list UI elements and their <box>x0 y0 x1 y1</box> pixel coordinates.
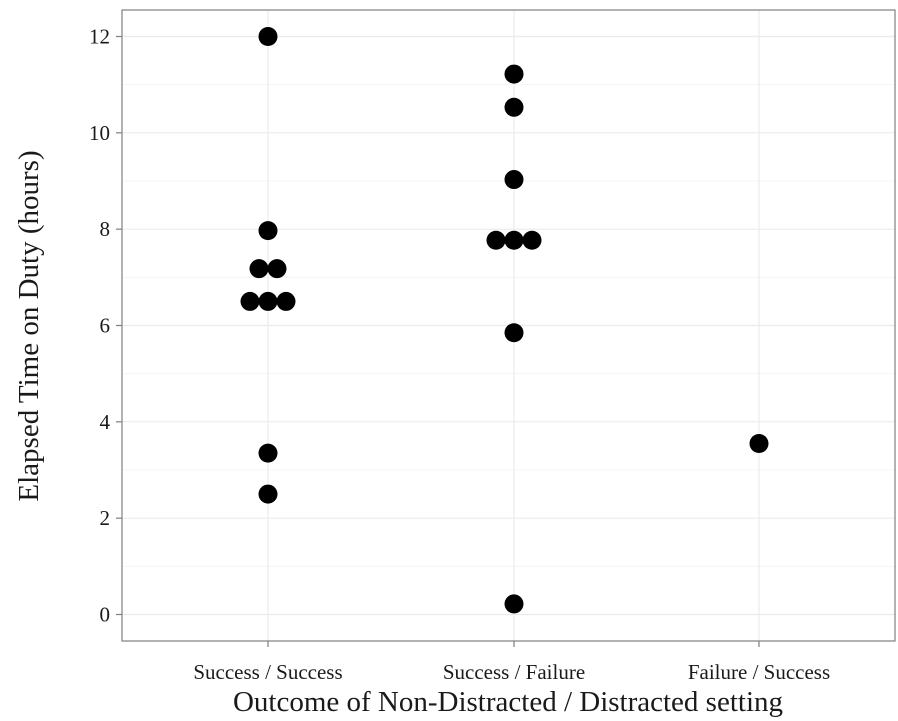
x-axis-title: Outcome of Non-Distracted / Distracted s… <box>233 686 783 718</box>
y-tick-label: 0 <box>100 603 111 627</box>
data-point <box>276 291 296 311</box>
data-point <box>504 230 524 250</box>
y-tick-label: 6 <box>100 314 111 338</box>
y-tick-label: 8 <box>100 217 111 241</box>
x-axis: Success / Success Success / Failure Failur… <box>193 641 830 684</box>
data-points <box>240 26 769 614</box>
data-point <box>258 443 278 463</box>
data-point <box>258 221 278 241</box>
data-point <box>522 230 542 250</box>
y-axis-title: Elapsed Time on Duty (hours) <box>13 150 45 501</box>
y-tick-label: 4 <box>100 410 111 434</box>
data-point <box>504 64 524 84</box>
x-tick-label: Success / Failure <box>443 660 585 684</box>
x-tick-label: Failure / Success <box>688 660 830 684</box>
x-tick-label: Success / Success <box>193 660 342 684</box>
data-point <box>486 230 506 250</box>
data-point <box>504 97 524 117</box>
data-point <box>258 484 278 504</box>
data-point <box>749 434 769 454</box>
data-point <box>258 26 278 46</box>
y-tick-label: 10 <box>89 121 110 145</box>
data-point <box>240 291 260 311</box>
major-gridlines <box>122 10 895 641</box>
data-point <box>258 291 278 311</box>
y-tick-label: 12 <box>89 24 110 48</box>
data-point <box>267 259 287 279</box>
data-point <box>504 594 524 614</box>
data-point <box>504 170 524 190</box>
y-axis: 0 2 4 6 8 10 12 <box>89 24 122 627</box>
data-point <box>249 259 269 279</box>
y-tick-label: 2 <box>100 506 111 530</box>
data-point <box>504 323 524 343</box>
